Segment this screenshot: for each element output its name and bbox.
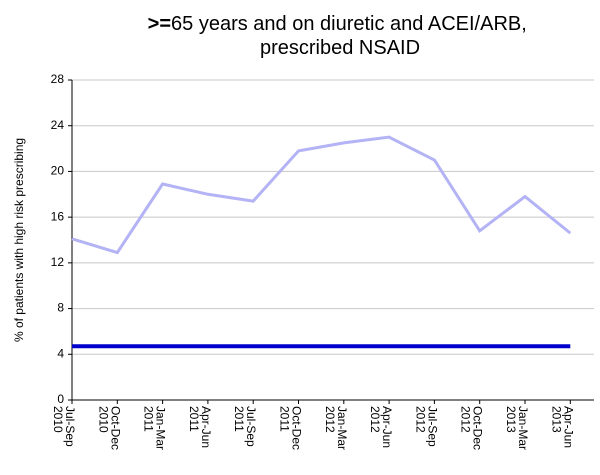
y-tick-label: 12 <box>51 255 65 269</box>
y-tick-label: 28 <box>51 72 65 86</box>
x-tick-label: Apr-Jun2013 <box>549 406 575 448</box>
chart-title: >=65 years and on diuretic and ACEI/ARB,… <box>148 13 533 59</box>
x-tick-label: Oct-Dec2011 <box>278 406 304 450</box>
x-tick-label: Oct-Dec2010 <box>96 406 122 450</box>
y-tick-label: 24 <box>51 118 65 132</box>
y-axis-label: % of patients with high risk prescribing <box>12 138 26 342</box>
y-tick-label: 8 <box>57 301 64 315</box>
y-tick-label: 16 <box>51 209 65 223</box>
x-tick-label: Apr-Jun2012 <box>368 406 394 448</box>
x-tick-label: Jul-Sep2010 <box>51 406 77 447</box>
x-tick-label: Jan-Mar2012 <box>323 406 349 450</box>
x-tick-label: Jul-Sep2012 <box>413 406 439 447</box>
y-tick-label: 20 <box>51 164 65 178</box>
x-tick-label: Jan-Mar2013 <box>504 406 530 450</box>
x-tick-label: Jul-Sep2011 <box>232 406 258 447</box>
x-tick-label: Oct-Dec2012 <box>459 406 485 450</box>
y-tick-label: 4 <box>57 346 64 360</box>
x-tick-label: Apr-Jun2011 <box>187 406 213 448</box>
x-tick-label: Jan-Mar2011 <box>142 406 168 450</box>
y-tick-label: 0 <box>57 392 64 406</box>
series-line <box>71 135 572 255</box>
